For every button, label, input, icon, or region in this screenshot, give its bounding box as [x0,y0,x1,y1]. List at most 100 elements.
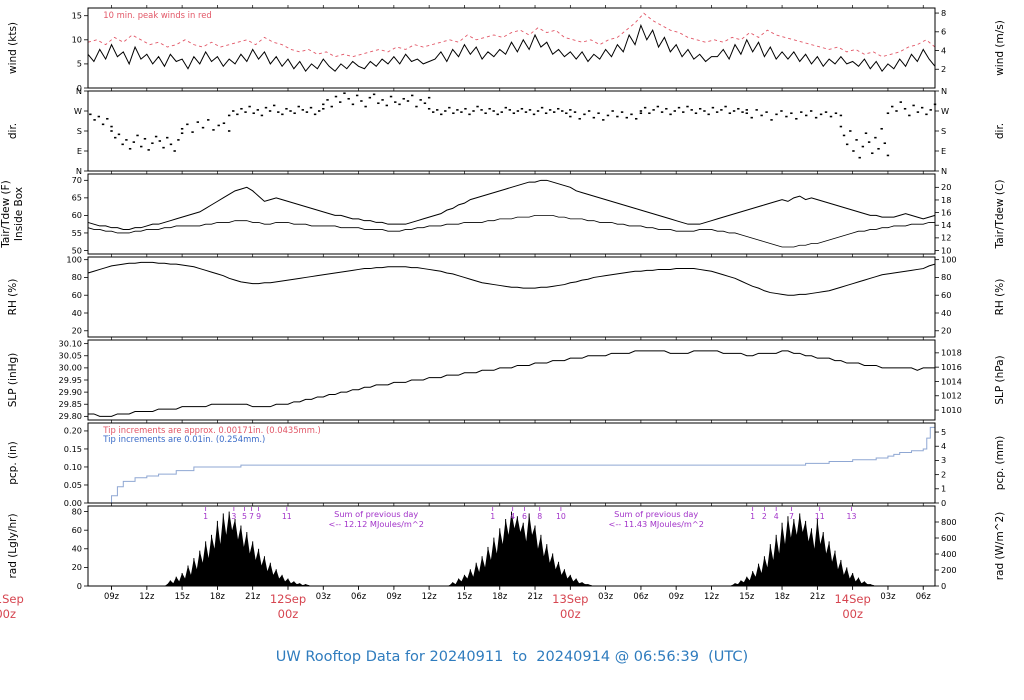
dir-dot [694,112,698,115]
dir-dot [97,115,101,118]
dir-dot [143,137,147,140]
dir-dot [158,140,162,142]
dir-dot [703,110,706,112]
dir-dot [849,130,852,132]
dir-dot [372,93,376,96]
panel-slp: 29.80 29.85 29.90 29.95 30.00 30.05 30.10 1010 1… [7,338,1006,423]
panel-frame-pcp [87,422,936,504]
dir-dot [805,114,808,117]
dir-dot [368,96,372,99]
dir-dot [834,112,838,115]
dir-dot [528,109,532,111]
dir-dot [698,107,702,110]
panel-frame-rad [87,505,936,587]
dir-dot [484,112,487,115]
dir-dot [867,141,871,143]
y-tick-label-left: W [74,106,82,116]
rad-mj-label: 11 [815,512,825,521]
y-tick-label-left: 60 [72,525,82,535]
panel-frame-slp [87,339,936,421]
y-tick-label-right: E [941,146,946,156]
dir-dot [606,114,610,117]
panel-rh: 20 40 60 80 100 20 40 60 80 100 RH (%) RH (%) [7,254,1006,340]
dir-dot [660,111,664,113]
dir-dot [140,145,143,148]
dir-dot [861,145,865,148]
dir-dot [665,107,668,110]
wind-peak-note: 10 min. peak winds in red [103,10,211,20]
x-tick-label: 09z [669,591,685,601]
y-tick-label-left: 40 [72,544,82,554]
x-tick-label: 09z [104,591,120,601]
dir-dot [385,104,388,107]
dir-dot [322,107,325,110]
dir-dot [452,112,455,115]
dir-dot [711,106,715,109]
dir-dot [166,136,169,139]
dir-dot [842,134,846,137]
dir-dot [504,106,507,109]
date-label: 11Sep [0,592,24,606]
dir-dot [516,110,520,112]
dir-dot [227,130,231,132]
rad-mj-label: 3 [231,512,236,521]
x-tick-label: 12z [422,591,438,601]
panel-frame-temp [87,173,936,255]
dir-dot [272,104,276,107]
dir-dot [611,110,614,112]
dir-dot [648,112,651,115]
dir-dot [508,109,512,111]
dir-dot [285,107,288,110]
x-tick-label: 06z [351,591,367,601]
y-tick-label-right: 18 [941,195,951,205]
dir-dot [775,113,778,116]
dir-dot [877,147,880,150]
y-tick-label-left: 60 [72,290,82,300]
dir-dot [415,105,418,108]
dir-dot [317,110,321,112]
dir-dot [755,109,758,111]
dir-dot [561,110,564,112]
dir-dot [268,110,272,112]
dir-dot [728,112,732,115]
dir-dot [635,117,638,120]
dir-dot [186,123,189,126]
y-tick-label-right: 6 [941,27,946,37]
y-tick-label-right: 1016 [941,362,962,372]
dir-dot [770,119,773,121]
y-tick-label-left: 29.85 [59,399,82,409]
left-axis-title-wind: wind (kts) [7,22,19,74]
y-tick-label-right: 600 [941,533,957,543]
dir-dot [248,105,251,108]
dir-dot [281,113,284,116]
dir-dot [169,143,173,146]
dir-dot [895,110,898,112]
dir-dot [121,143,124,146]
dir-dot [151,142,154,145]
dir-dot [630,113,633,116]
y-tick-label-right: 400 [941,549,957,559]
y-tick-label-left: 40 [72,308,82,318]
panel-frame-wind [87,7,936,89]
dir-dot [456,109,459,111]
dir-dot [132,141,136,143]
right-axis-title-pcp: pcp. (mm) [994,436,1006,490]
x-tick-label: 06z [633,591,649,601]
left-axis-title-dir: dir. [7,123,19,139]
x-tick-label: 03z [880,591,896,601]
dir-dot [330,105,333,108]
dir-dot [114,136,117,139]
dir-dot [652,109,655,111]
wind_speed_kts-line [87,23,936,72]
dir-dot [707,113,710,116]
dir-dot [398,103,401,106]
dir-dot [732,110,736,112]
dir-dot [536,110,540,112]
annotations: 10 min. peak winds in red Tip increments … [102,10,856,529]
y-tick-label-right: 2 [941,469,946,479]
dir-dot [643,106,647,109]
dir-dot [625,116,628,119]
y-tick-label-right: 0 [941,498,946,508]
